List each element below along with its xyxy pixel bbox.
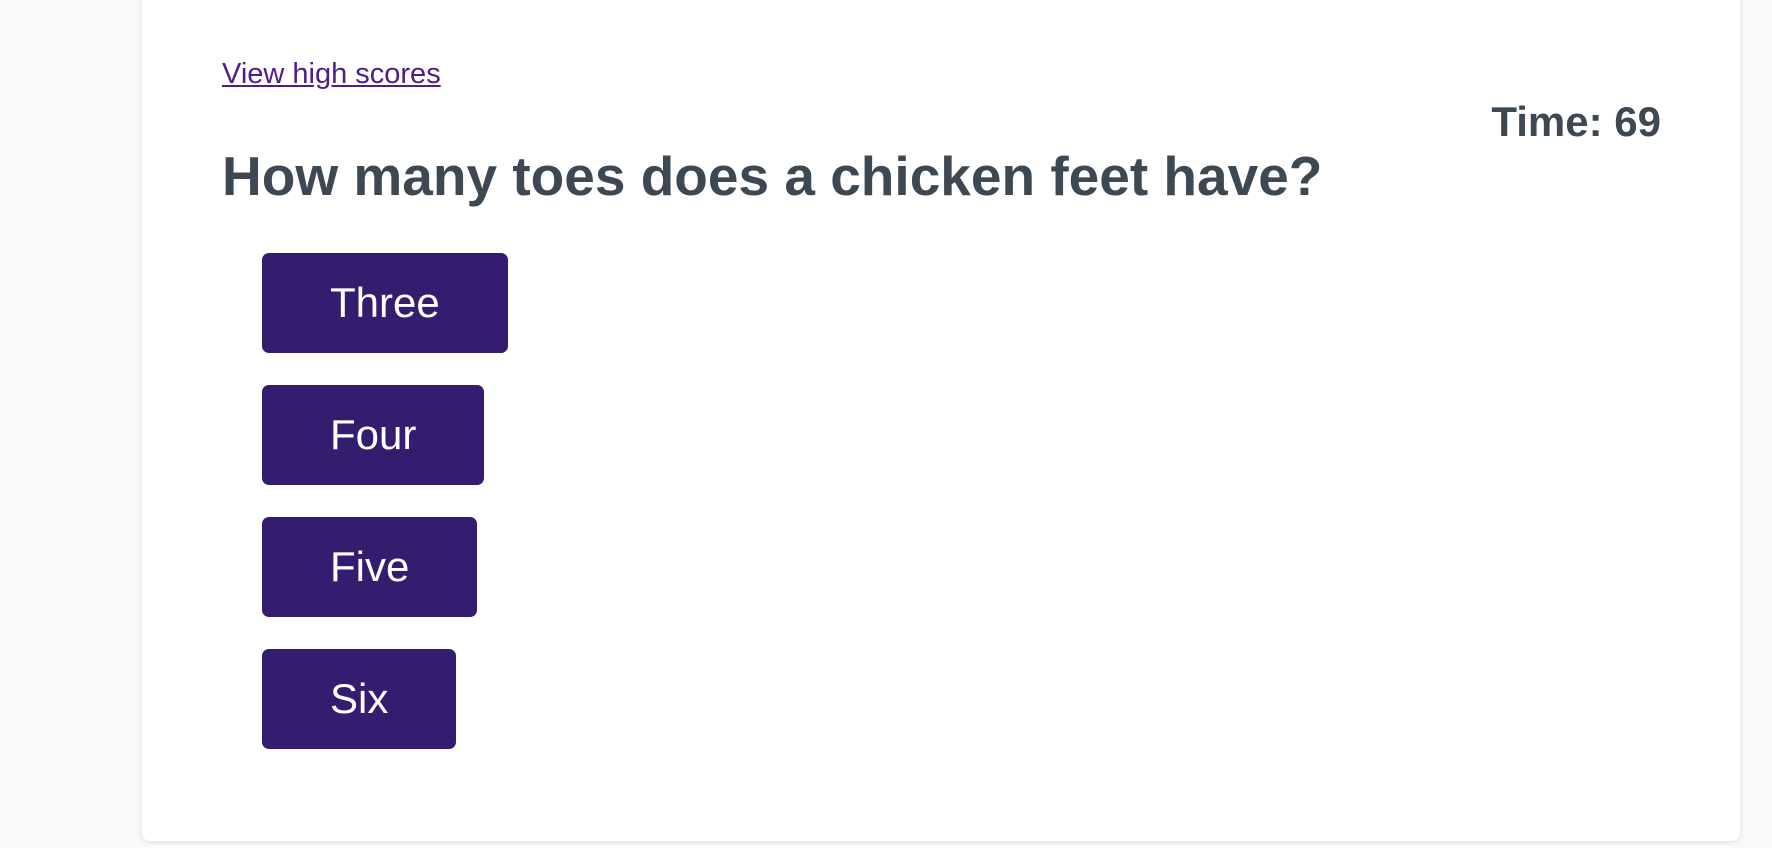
answer-button-five[interactable]: Five (262, 517, 478, 617)
answer-button-six[interactable]: Six (262, 649, 457, 749)
answer-button-three[interactable]: Three (262, 253, 508, 353)
answer-button-four[interactable]: Four (262, 385, 485, 485)
timer: Time: 69 (1491, 98, 1661, 145)
view-high-scores-link[interactable]: View high scores (222, 58, 441, 90)
answer-list: Three Four Five Six (262, 253, 508, 749)
question-title: How many toes does a chicken feet have? (222, 145, 1323, 207)
